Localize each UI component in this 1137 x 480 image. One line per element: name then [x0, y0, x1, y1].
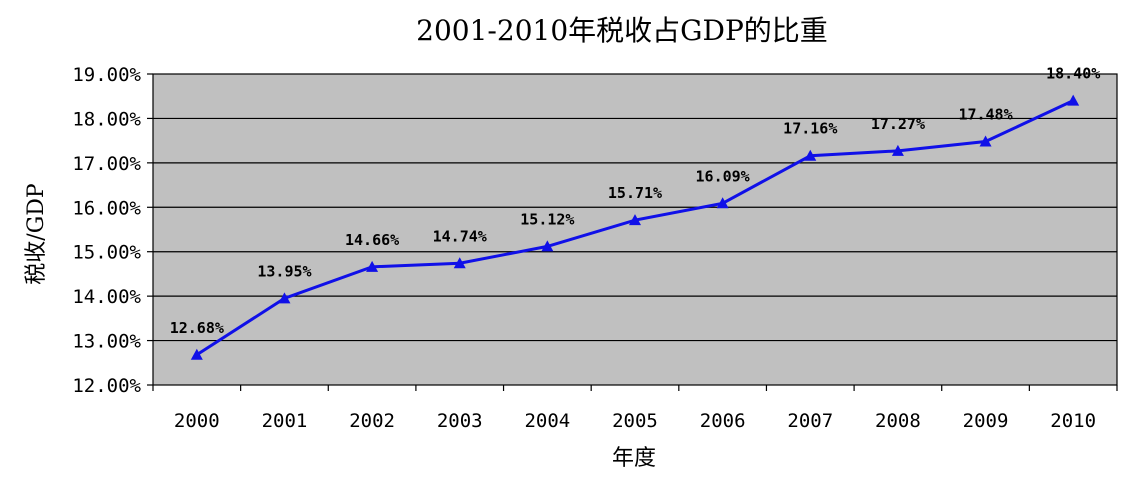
- x-axis-ticks: 2000 2001 2002 2003 2004 2005 2006 2007 2008 2009…: [152, 385, 1118, 432]
- data-point: [716, 197, 729, 209]
- series-markers: [190, 94, 1080, 360]
- y-axis-ticks: 12.00% 13.00% 14.00% 15.00% 16.00% 17.00% 18.0…: [72, 64, 153, 397]
- x-tick-label: 2003: [437, 410, 483, 432]
- x-tick-label: 2005: [612, 410, 658, 432]
- data-label: 15.71%: [608, 184, 662, 202]
- data-labels: 12.68% 13.95% 14.66% 14.74% 15.12% 15.71% 16.0…: [170, 65, 1101, 337]
- y-tick-label: 15.00%: [72, 242, 141, 264]
- x-tick-label: 2001: [262, 410, 308, 432]
- y-tick-label: 17.00%: [72, 153, 141, 175]
- x-tick-label: 2010: [1050, 410, 1096, 432]
- data-label: 17.16%: [783, 120, 837, 138]
- data-label: 17.27%: [871, 115, 925, 133]
- data-label: 12.68%: [170, 319, 224, 337]
- x-tick-label: 2006: [700, 410, 746, 432]
- x-tick-label: 2009: [963, 410, 1009, 432]
- y-tick-label: 13.00%: [72, 331, 141, 353]
- y-tick-label: 18.00%: [72, 108, 141, 130]
- data-point: [366, 260, 379, 272]
- data-point: [541, 240, 554, 252]
- data-point: [190, 348, 203, 360]
- data-label: 15.12%: [520, 210, 574, 228]
- data-label: 17.48%: [958, 106, 1012, 124]
- data-point: [891, 144, 904, 156]
- y-tick-label: 16.00%: [72, 197, 141, 219]
- y-tick-label: 14.00%: [72, 286, 141, 308]
- data-point: [629, 214, 641, 226]
- x-tick-label: 2002: [349, 410, 395, 432]
- x-tick-label: 2007: [787, 410, 833, 432]
- x-tick-label: 2008: [875, 410, 921, 432]
- data-label: 16.09%: [696, 167, 750, 185]
- chart-title: 2001-2010年税收占GDP的比重: [416, 14, 828, 47]
- data-point: [1067, 94, 1080, 106]
- y-axis-label: 税收/GDP: [24, 183, 49, 285]
- plot-area: [152, 73, 1118, 386]
- data-point: [979, 135, 992, 147]
- data-label: 14.74%: [433, 227, 487, 245]
- y-tick-label: 12.00%: [72, 375, 141, 397]
- data-point: [453, 257, 466, 269]
- data-label: 18.40%: [1046, 65, 1100, 83]
- x-tick-label: 2004: [524, 410, 570, 432]
- x-tick-label: 2000: [174, 410, 220, 432]
- gridlines: [153, 117, 1117, 342]
- data-point: [804, 149, 817, 161]
- x-axis-label: 年度: [612, 446, 656, 471]
- data-label: 13.95%: [257, 262, 311, 280]
- y-tick-label: 19.00%: [72, 64, 141, 86]
- data-label: 14.66%: [345, 231, 399, 249]
- data-point: [278, 292, 291, 304]
